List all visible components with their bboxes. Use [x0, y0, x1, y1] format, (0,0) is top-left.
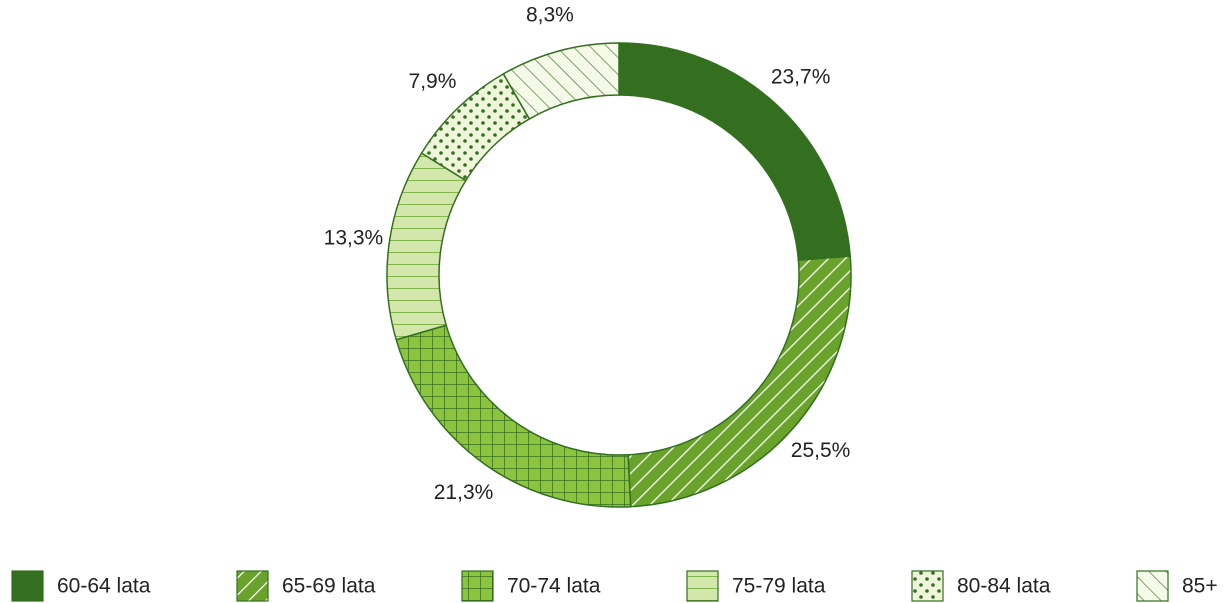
legend-swatch [686, 570, 719, 602]
legend-label: 80-84 lata [957, 575, 1051, 598]
legend-label: 60-64 lata [57, 575, 151, 598]
donut-segment [395, 324, 632, 508]
legend-label: 70-74 lata [507, 575, 601, 598]
legend-swatch [11, 570, 44, 602]
data-label: 23,7% [771, 65, 831, 88]
legend-swatch [1136, 570, 1169, 602]
data-label: 25,5% [791, 439, 851, 462]
legend-label: 75-79 lata [732, 575, 826, 598]
legend-label: 85+ [1182, 575, 1218, 598]
legend-swatch [461, 570, 494, 602]
donut-segment [386, 152, 467, 341]
legend-swatch [236, 570, 269, 602]
data-label: 8,3% [526, 4, 574, 27]
data-label: 7,9% [409, 70, 457, 93]
data-label: 13,3% [324, 226, 384, 249]
legend-swatch [911, 570, 944, 602]
donut-segment [502, 42, 620, 120]
data-label: 21,3% [434, 481, 494, 504]
donut-segment [627, 255, 852, 508]
legend-label: 65-69 lata [282, 575, 376, 598]
